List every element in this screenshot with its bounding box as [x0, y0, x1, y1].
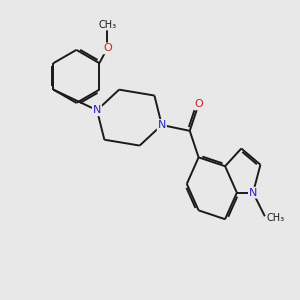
Text: N: N: [93, 105, 101, 115]
Text: CH₃: CH₃: [98, 20, 116, 30]
Text: O: O: [103, 44, 112, 53]
Text: N: N: [158, 120, 166, 130]
Text: N: N: [249, 188, 257, 198]
Text: O: O: [194, 99, 203, 110]
Text: CH₃: CH₃: [266, 213, 284, 223]
